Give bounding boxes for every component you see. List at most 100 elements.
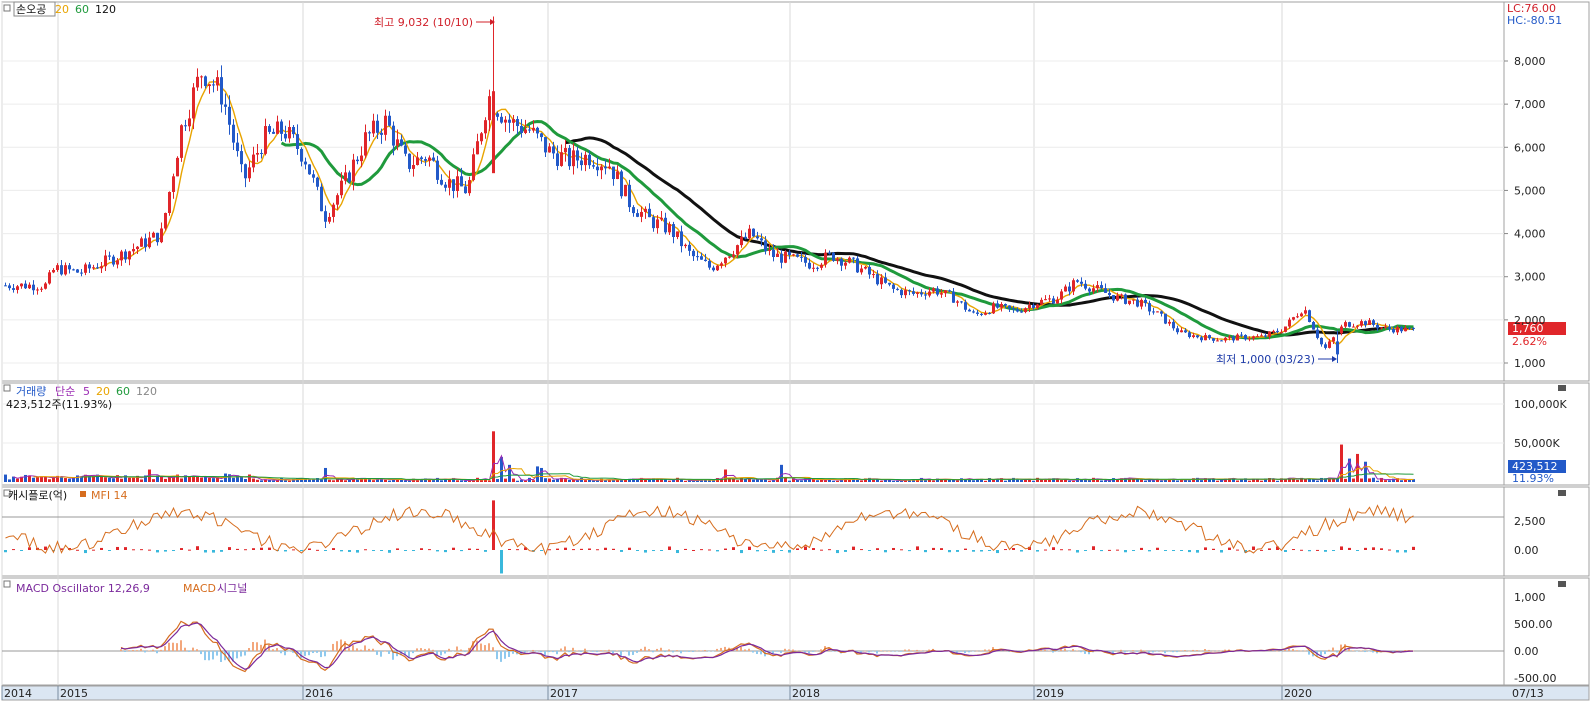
candle-body [1272,330,1275,332]
cashflow-bar [956,550,959,552]
volume-bar [276,480,279,482]
macd-osc-bar [184,647,186,651]
candle-body [740,236,743,246]
macd-osc-bar [292,651,294,653]
candle-body [472,154,475,181]
candle-body [1252,336,1255,339]
candle-body [864,266,867,269]
panel-toggle-icon [3,489,11,497]
volume-bar [44,476,47,482]
panel-toggle-icon [3,580,11,588]
macd-osc-bar [1292,649,1294,651]
volume-bar [248,474,251,482]
candle-body [324,211,327,222]
cashflow-bar [452,547,455,550]
candle-body [632,207,635,214]
volume-bar [564,479,567,482]
volume-bar [1248,480,1251,482]
candle-body [212,84,215,86]
candle-body [52,269,55,273]
cashflow-bar [1092,546,1095,550]
macd-osc-bar [120,649,122,651]
macd-osc-bar [776,651,778,652]
candle-body [380,132,383,135]
volume-bar [40,476,43,482]
macd-osc-bar [428,648,430,651]
macd-osc-bar [272,649,274,651]
candle-body [232,124,235,143]
macd-osc-bar [988,649,990,651]
volume-bar [980,478,983,482]
macd-osc-bar [1056,651,1058,652]
candle-body [784,251,787,263]
macd-osc-bar [720,647,722,651]
volume-bar [948,479,951,482]
volume-bar [92,475,95,482]
cashflow-bar [1132,550,1135,551]
volume-bar [684,480,687,482]
cashflow-bar [476,548,479,550]
volume-bar [300,478,303,482]
macd-osc-bar [280,651,282,654]
cashflow-bar [1300,549,1303,551]
volume-bar [1312,479,1315,482]
volume-series [4,431,1415,482]
cashflow-bar [1308,550,1311,552]
candle-body [1204,335,1207,341]
cashflow-bar [572,549,575,551]
cashflow-bar [484,550,487,552]
candle-body [236,142,239,152]
macd-osc-bar [324,651,326,657]
candle-body [636,213,639,217]
candle-body [952,291,955,303]
candle-body [76,269,79,273]
volume-bar [352,478,355,482]
macd-osc-bar [624,651,626,652]
macd-osc-bar [1368,651,1370,652]
volume-bar [740,477,743,482]
candle-body [592,165,595,167]
volume-bar [988,478,991,482]
macd-osc-bar [288,651,290,652]
candle-body [856,258,859,273]
cashflow-bar [908,550,911,552]
volume-bar [1156,478,1159,482]
candle-body [368,132,371,134]
volume-bar [232,477,235,482]
volume-bar [852,478,855,482]
volume-bar [760,478,763,482]
cashflow-bar [444,550,447,553]
macd-osc-bar [528,651,530,652]
volume-bar [1296,479,1299,482]
macd-osc-bar [984,649,986,651]
cashflow-bar [212,550,215,553]
candle-body [800,256,803,258]
macd-osc-bar [1180,650,1182,651]
candle-body [876,274,879,285]
volume-bar [1068,480,1071,482]
volume-bar [956,480,959,482]
volume-bar [356,478,359,482]
macd-osc-bar [344,641,346,651]
macd-osc-bar [972,651,974,652]
cashflow-bar [1292,549,1295,551]
volume-bar [864,478,867,482]
volume-legend-item: 60 [116,385,130,398]
macd-osc-bar [652,651,654,653]
macd-osc-bar [536,651,538,652]
cashflow-bar [60,548,63,550]
volume-bar [1184,479,1187,482]
candle-body [960,301,963,303]
volume-bar [1412,479,1415,482]
volume-bar [968,478,971,482]
volume-bar [1264,478,1267,482]
macd-osc-bar [1044,649,1046,651]
macd-osc-bar [900,651,902,652]
candle-body [32,284,35,291]
cashflow-bar [660,550,663,551]
macd-osc-bar [160,649,162,651]
macd-osc-bar [412,651,414,654]
candle-body [848,257,851,263]
candle-body [764,240,767,251]
